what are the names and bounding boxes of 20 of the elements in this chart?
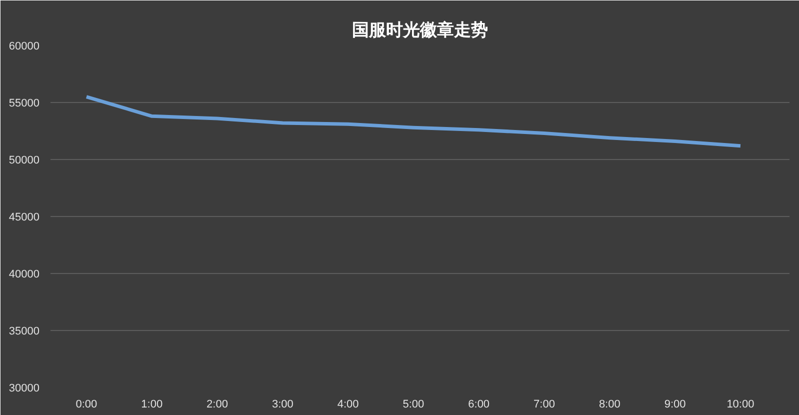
x-tick-label: 3:00 <box>272 398 294 410</box>
line-series <box>84 95 742 148</box>
x-tick-label: 5:00 <box>402 398 424 410</box>
x-tick-label: 10:00 <box>726 398 754 410</box>
y-tick-label: 30000 <box>8 382 40 394</box>
x-tick-label: 8:00 <box>598 398 620 410</box>
y-tick-label: 45000 <box>8 212 40 224</box>
x-tick-label: 0:00 <box>76 398 98 410</box>
y-tick-label: 60000 <box>8 40 40 52</box>
y-tick-label: 35000 <box>8 326 40 338</box>
x-tick-label: 9:00 <box>664 398 686 410</box>
x-tick-label: 2:00 <box>206 398 228 410</box>
x-tick-label: 6:00 <box>468 398 490 410</box>
x-tick-label: 4:00 <box>337 398 359 410</box>
y-tick-label: 40000 <box>8 268 40 280</box>
y-tick-label: 55000 <box>8 98 40 110</box>
x-tick-label: 7:00 <box>534 398 555 410</box>
chart-title: 国服时光徽章走势 <box>352 20 488 40</box>
y-tick-label: 50000 <box>8 154 40 166</box>
x-tick-label: 1:00 <box>141 398 163 410</box>
